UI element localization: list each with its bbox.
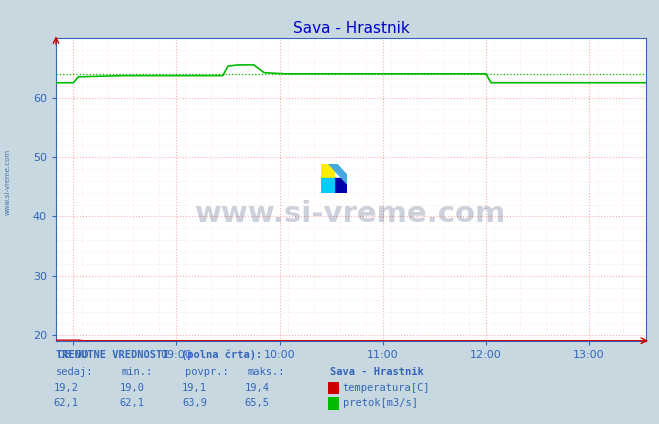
Polygon shape [329, 164, 347, 184]
Text: povpr.:: povpr.: [185, 367, 228, 377]
Text: TRENUTNE VREDNOSTI  (polna črta):: TRENUTNE VREDNOSTI (polna črta): [56, 350, 262, 360]
Text: 19,2: 19,2 [53, 383, 78, 393]
Text: Sava - Hrastnik: Sava - Hrastnik [330, 367, 423, 377]
Text: 65,5: 65,5 [244, 398, 270, 408]
Text: sedaj:: sedaj: [56, 367, 94, 377]
Text: 19,0: 19,0 [119, 383, 144, 393]
Text: 19,4: 19,4 [244, 383, 270, 393]
Text: 62,1: 62,1 [53, 398, 78, 408]
Text: 19,1: 19,1 [182, 383, 207, 393]
Text: www.si-vreme.com: www.si-vreme.com [195, 200, 507, 228]
Text: maks.:: maks.: [247, 367, 285, 377]
Bar [321, 164, 334, 179]
Bar [334, 179, 347, 193]
Text: 62,1: 62,1 [119, 398, 144, 408]
Title: Sava - Hrastnik: Sava - Hrastnik [293, 21, 409, 36]
Text: temperatura[C]: temperatura[C] [343, 383, 430, 393]
Text: pretok[m3/s]: pretok[m3/s] [343, 398, 418, 408]
Text: min.:: min.: [122, 367, 153, 377]
Text: 63,9: 63,9 [182, 398, 207, 408]
Bar [321, 179, 334, 193]
Text: www.si-vreme.com: www.si-vreme.com [5, 149, 11, 215]
